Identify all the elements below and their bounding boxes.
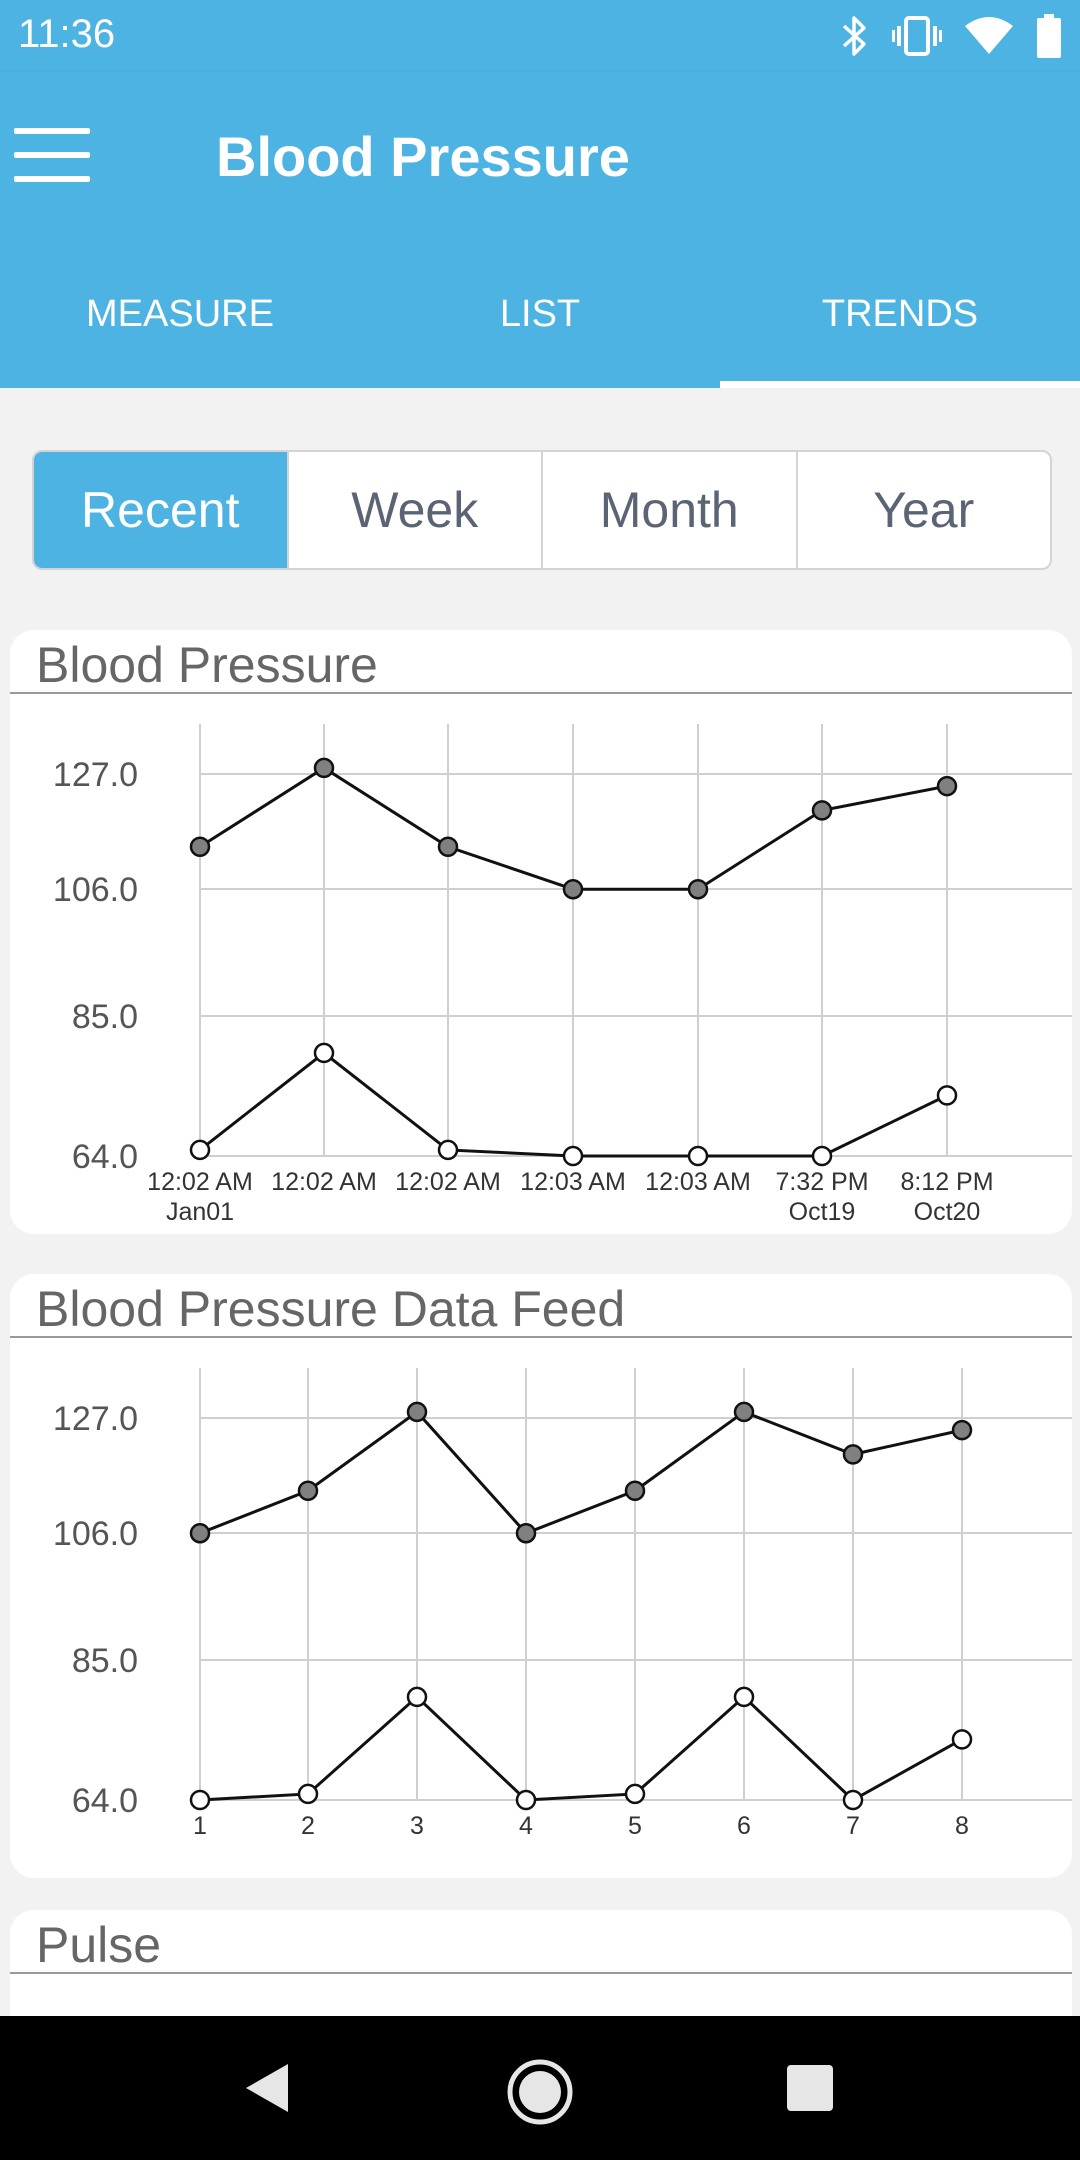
page-title: Blood Pressure	[216, 125, 630, 188]
x-tick-label: Oct19	[789, 1198, 856, 1226]
tab-measure[interactable]: MEASURE	[86, 292, 274, 335]
systolic-point	[406, 1401, 428, 1423]
navigation-bar	[0, 2016, 1080, 2160]
home-icon[interactable]	[504, 2056, 576, 2128]
range-week-button[interactable]: Week	[286, 452, 542, 568]
diastolic-point	[437, 1139, 459, 1161]
systolic-point	[624, 1480, 646, 1502]
systolic-point	[687, 878, 709, 900]
y-tick-label: 85.0	[72, 998, 138, 1036]
diastolic-point	[733, 1686, 755, 1708]
x-tick-label: 4	[519, 1812, 533, 1840]
data-feed-chart: 127.0 106.0 85.0 64.0 1 2 3 4 5 6 7 8	[53, 1368, 1072, 1840]
y-tick-label: 64.0	[72, 1138, 138, 1176]
systolic-point	[297, 1480, 319, 1502]
app-bar: Blood Pressure	[0, 72, 1080, 240]
diastolic-point	[811, 1145, 833, 1167]
tab-bar: MEASURE LIST TRENDS	[0, 240, 1080, 388]
x-tick-label: 5	[628, 1812, 642, 1840]
diastolic-point	[562, 1145, 584, 1167]
series-line	[199, 1694, 963, 1802]
vibrate-icon	[892, 16, 942, 56]
diastolic-point	[936, 1085, 958, 1106]
recents-icon[interactable]	[784, 2062, 836, 2114]
systolic-point	[515, 1522, 537, 1544]
systolic-point	[842, 1444, 864, 1465]
chart-title: Pulse	[36, 1917, 162, 1973]
x-tick-label: 12:03 AM	[645, 1168, 751, 1196]
x-tick-label: 12:02 AM	[271, 1168, 377, 1196]
systolic-point	[437, 836, 459, 858]
systolic-point	[313, 757, 335, 779]
systolic-point	[936, 775, 958, 797]
x-tick-label: 2	[301, 1812, 315, 1840]
hamburger-menu-icon[interactable]	[14, 128, 92, 184]
systolic-point	[189, 1522, 211, 1544]
bluetooth-icon	[842, 16, 866, 56]
tab-trends[interactable]: TRENDS	[720, 240, 1080, 388]
diastolic-point	[842, 1789, 864, 1811]
status-time: 11:36	[18, 12, 116, 56]
range-recent-button[interactable]: Recent	[34, 452, 287, 568]
diastolic-point	[297, 1783, 319, 1805]
x-tick-label: 12:03 AM	[520, 1168, 626, 1196]
status-bar: 11:36	[0, 0, 1080, 72]
chart-title: Blood Pressure Data Feed	[36, 1281, 626, 1337]
x-tick-label: 12:02 AM	[147, 1168, 253, 1196]
x-tick-label: Jan01	[166, 1198, 234, 1226]
divider	[10, 692, 1072, 694]
range-selector: Recent Week Month Year	[32, 450, 1052, 570]
systolic-point	[562, 878, 584, 900]
back-icon[interactable]	[240, 2060, 296, 2116]
x-tick-label: 8:12 PM	[900, 1168, 993, 1196]
wifi-icon	[965, 17, 1013, 54]
diastolic-point	[624, 1783, 646, 1805]
y-tick-label: 106.0	[53, 1515, 138, 1553]
systolic-point	[951, 1419, 973, 1441]
tab-list[interactable]: LIST	[499, 292, 581, 335]
y-tick-label: 106.0	[53, 871, 138, 909]
diastolic-point	[687, 1145, 709, 1167]
x-tick-label: 8	[955, 1812, 969, 1840]
chart-title: Blood Pressure	[36, 637, 378, 693]
diastolic-point	[313, 1042, 335, 1064]
x-tick-label: 7	[846, 1812, 860, 1840]
divider	[10, 1972, 1072, 1974]
diastolic-point	[189, 1139, 211, 1161]
y-tick-label: 127.0	[53, 756, 138, 794]
x-tick-label: 3	[410, 1812, 424, 1840]
data-feed-chart-card: Blood Pressure Data Feed 127.0 106.0 85.0 6…	[10, 1274, 1072, 1878]
x-tick-label: 7:32 PM	[775, 1168, 868, 1196]
diastolic-point	[406, 1686, 428, 1708]
range-year-button[interactable]: Year	[795, 452, 1051, 568]
battery-icon	[1037, 14, 1061, 58]
diastolic-point	[515, 1789, 537, 1811]
y-tick-label: 85.0	[72, 1642, 138, 1680]
systolic-point	[189, 836, 211, 858]
range-month-button[interactable]: Month	[541, 452, 796, 568]
x-tick-label: Oct20	[914, 1198, 981, 1226]
systolic-point	[733, 1401, 755, 1423]
diastolic-point	[951, 1729, 973, 1750]
y-tick-label: 127.0	[53, 1400, 138, 1438]
blood-pressure-chart-card: Blood Pressure 127.0 106.0 85.0 64.0 12:02 A…	[10, 630, 1072, 1234]
x-tick-label: 6	[737, 1812, 751, 1840]
status-icons	[840, 14, 1062, 58]
y-tick-label: 64.0	[72, 1782, 138, 1820]
series-line	[199, 1409, 963, 1535]
x-tick-label: 1	[193, 1812, 207, 1840]
systolic-point	[811, 800, 833, 821]
diastolic-point	[189, 1789, 211, 1811]
x-tick-label: 12:02 AM	[395, 1168, 501, 1196]
divider	[10, 1336, 1072, 1338]
